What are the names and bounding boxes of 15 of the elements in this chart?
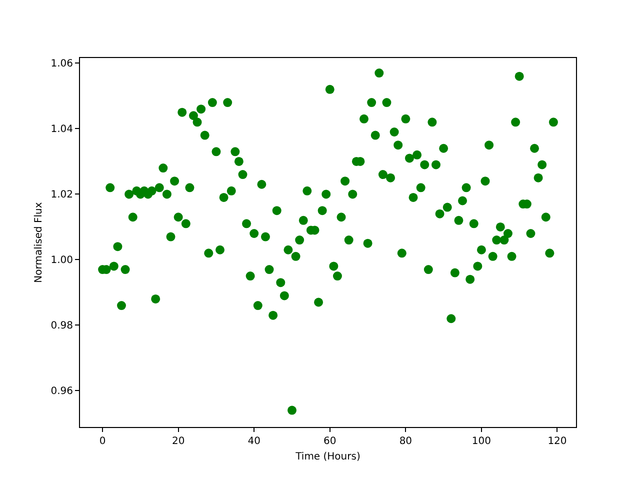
y-axis-title: Normalised Flux [34,202,45,283]
y-tick-label: 0.98 [50,320,73,332]
x-tick-label: 120 [548,436,567,447]
x-tick-label: 20 [172,436,185,447]
y-tick-label: 0.96 [50,386,73,398]
x-tick-label: 100 [472,436,492,447]
y-tick-label: 1.04 [50,124,73,136]
x-tick-label: 40 [248,436,260,447]
x-tick-label: 60 [324,436,336,447]
x-tick-label: 0 [99,436,106,447]
y-tick-label: 1.00 [50,255,73,266]
y-tick-label: 1.06 [50,58,73,70]
y-tick-label: 1.02 [50,190,73,201]
x-axis-title: Time (Hours) [294,452,360,462]
x-tick-label: 80 [399,436,412,447]
